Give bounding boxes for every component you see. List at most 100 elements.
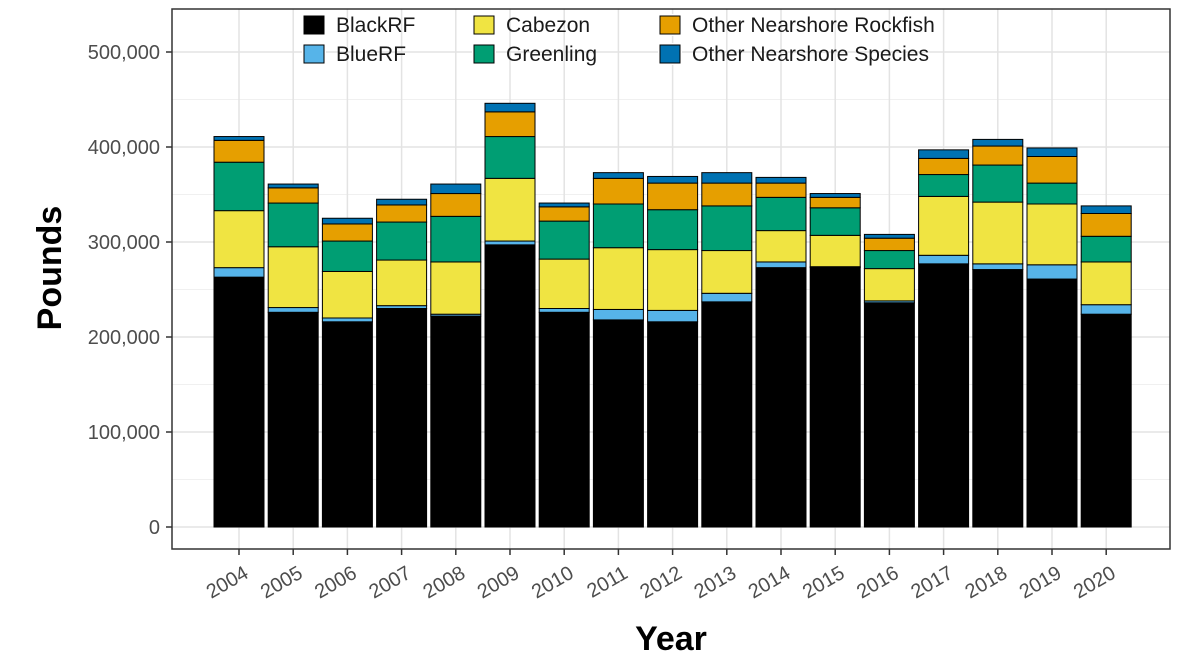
legend-swatch <box>303 44 325 64</box>
bar-segment <box>538 202 590 208</box>
bar-segment <box>863 237 915 252</box>
legend-item: BlackRF <box>302 14 415 37</box>
x-tick-label: 2010 <box>528 562 578 603</box>
bar-segment <box>592 177 644 205</box>
bar-stack-2015 <box>809 193 861 528</box>
bar-segment <box>484 240 536 246</box>
bar-stack-2008 <box>430 183 482 528</box>
bar-segment <box>809 196 861 209</box>
bar-segment <box>321 240 373 272</box>
legend-item: Other Nearshore Rockfish <box>658 14 935 37</box>
bar-segment <box>701 301 753 528</box>
bar-segment <box>647 309 699 323</box>
bar-stack-2017 <box>918 149 970 528</box>
bar-segment <box>647 175 699 184</box>
bar-segment <box>321 317 373 323</box>
bar-segment <box>1026 182 1078 205</box>
y-axis-title: Pounds <box>31 206 69 331</box>
legend-item: Greenling <box>472 43 597 66</box>
bar-segment <box>918 157 970 176</box>
bar-segment <box>647 321 699 528</box>
bar-segment <box>321 321 373 528</box>
bar-segment <box>755 196 807 232</box>
legend-label: Greenling <box>506 43 597 66</box>
bar-segment <box>918 195 970 256</box>
bar-segment <box>213 267 265 278</box>
x-tick-label: 2018 <box>962 562 1012 603</box>
bar-segment <box>972 269 1024 528</box>
legend-item: BlueRF <box>302 43 406 66</box>
bar-segment <box>1080 205 1132 214</box>
bar-segment <box>538 220 590 260</box>
bar-stack-2009 <box>484 102 536 528</box>
bar-segment <box>538 206 590 222</box>
bar-segment <box>430 261 482 315</box>
bar-segment <box>918 254 970 265</box>
bar-stack-2010 <box>538 202 590 528</box>
bar-segment <box>701 292 753 303</box>
bar-segment <box>1026 147 1078 157</box>
bar-segment <box>376 204 428 223</box>
bar-segment <box>321 223 373 242</box>
x-tick-label: 2005 <box>257 562 307 603</box>
x-tick-label: 2011 <box>583 562 631 603</box>
bar-segment <box>809 234 861 268</box>
bar-segment <box>484 111 536 138</box>
bar-segment <box>1026 278 1078 528</box>
bar-stack-2016 <box>863 233 915 528</box>
bar-segment <box>809 207 861 236</box>
x-tick-label: 2007 <box>365 562 415 603</box>
bar-segment <box>267 202 319 248</box>
bar-segment <box>321 270 373 319</box>
bar-stack-2007 <box>376 198 428 528</box>
x-tick-label: 2016 <box>853 562 903 603</box>
legend-label: BlackRF <box>336 14 415 37</box>
bar-segment <box>213 161 265 212</box>
bar-stack-2004 <box>213 136 265 528</box>
y-tick-label: 200,000 <box>88 327 160 349</box>
bar-stack-2014 <box>755 176 807 528</box>
bar-segment <box>647 209 699 251</box>
bar-segment <box>321 217 373 225</box>
x-tick-label: 2019 <box>1016 562 1066 603</box>
bar-segment <box>267 307 319 313</box>
bar-segment <box>430 183 482 195</box>
bar-segment <box>1080 304 1132 315</box>
bar-stack-2006 <box>321 217 373 528</box>
bar-segment <box>918 263 970 528</box>
bar-segment <box>267 311 319 528</box>
bar-segment <box>213 276 265 528</box>
y-tick-label: 500,000 <box>88 42 160 64</box>
bar-segment <box>863 268 915 302</box>
x-tick-label: 2006 <box>311 562 361 603</box>
bar-segment <box>592 247 644 310</box>
legend-swatch <box>303 15 325 35</box>
y-tick-label: 400,000 <box>88 137 160 159</box>
x-tick-label: 2017 <box>907 562 957 603</box>
legend-label: BlueRF <box>336 43 406 66</box>
bars <box>213 102 1132 528</box>
legend-swatch <box>659 15 681 35</box>
x-tick-label: 2013 <box>691 562 741 603</box>
legend-label: Other Nearshore Rockfish <box>692 14 935 37</box>
y-tick-label: 100,000 <box>88 422 160 444</box>
bar-segment <box>538 258 590 310</box>
bar-segment <box>376 198 428 206</box>
bar-segment <box>701 182 753 207</box>
bar-stack-2011 <box>592 172 644 528</box>
bar-segment <box>484 177 536 242</box>
bar-segment <box>1026 203 1078 266</box>
bar-segment <box>376 259 428 307</box>
bar-segment <box>972 164 1024 203</box>
bar-segment <box>863 233 915 239</box>
bar-stack-2012 <box>647 175 699 528</box>
bar-segment <box>755 176 807 184</box>
bar-segment <box>972 138 1024 147</box>
bar-segment <box>1080 235 1132 263</box>
bar-segment <box>267 183 319 189</box>
bar-segment <box>213 136 265 141</box>
bar-segment <box>755 230 807 263</box>
bar-segment <box>918 174 970 197</box>
x-tick-label: 2015 <box>799 562 849 603</box>
